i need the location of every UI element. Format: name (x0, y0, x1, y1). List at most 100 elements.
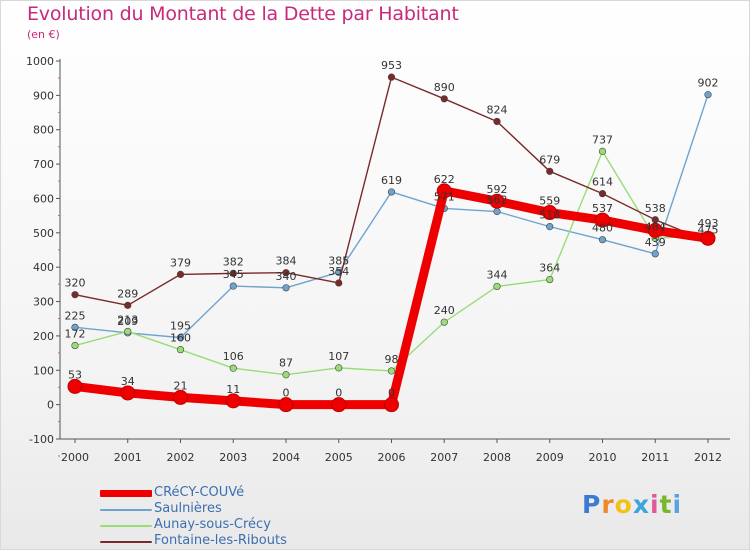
data-label: 382 (223, 255, 244, 268)
data-label: 890 (434, 81, 455, 94)
data-label: 320 (65, 277, 86, 290)
y-tick-label: 900 (33, 89, 54, 102)
data-point (176, 334, 185, 342)
data-point (598, 236, 607, 244)
data-label: 98 (385, 353, 399, 366)
y-tick-label: 400 (33, 261, 54, 274)
data-point (598, 147, 607, 155)
y-tick-label: 500 (33, 227, 54, 240)
data-point (229, 269, 237, 277)
y-tick-label: 0 (47, 399, 54, 412)
data-point (546, 275, 554, 284)
data-point (542, 205, 558, 221)
data-label: 172 (65, 328, 86, 341)
data-label: 480 (592, 222, 613, 235)
data-point (229, 364, 237, 372)
data-point (229, 282, 237, 290)
data-point (173, 389, 188, 405)
data-label: 493 (698, 217, 719, 230)
x-tick-label: 2008 (483, 451, 511, 464)
data-label: 345 (223, 268, 244, 281)
data-label: 384 (276, 255, 297, 268)
data-point (493, 117, 501, 126)
data-label: 344 (487, 268, 508, 281)
brand-logo: Proxiti (582, 490, 683, 519)
data-point (176, 270, 185, 278)
data-label: 11 (226, 383, 240, 396)
data-label: 902 (698, 77, 719, 90)
legend-swatch (100, 490, 152, 497)
data-point (493, 282, 501, 291)
data-point (647, 222, 663, 238)
chart-title: Evolution du Montant de la Dette par Hab… (27, 3, 459, 25)
x-tick-label: 2007 (430, 451, 458, 464)
data-point (331, 397, 347, 413)
chart-subtitle: (en €) (27, 28, 60, 41)
data-point (704, 91, 712, 99)
data-label: 106 (223, 350, 244, 363)
data-label: 679 (539, 153, 560, 166)
data-point (335, 364, 343, 372)
y-tick-label: 1000 (26, 55, 54, 68)
data-label: 195 (170, 320, 191, 333)
data-label: 737 (592, 133, 613, 146)
data-label: 240 (434, 304, 455, 317)
data-label: 571 (434, 190, 455, 203)
series-line-1 (74, 93, 709, 339)
data-label: 53 (68, 368, 82, 381)
data-label: 592 (487, 183, 508, 196)
data-label: 364 (539, 262, 560, 275)
data-point (282, 284, 290, 292)
data-label: 439 (645, 236, 666, 249)
y-tick-label: 700 (33, 158, 54, 171)
data-label: 622 (434, 173, 455, 186)
data-point (387, 367, 396, 375)
data-point (124, 301, 132, 309)
data-point (384, 397, 399, 413)
data-label: 379 (170, 256, 191, 269)
data-point (71, 291, 79, 299)
data-label: 484 (645, 220, 666, 233)
legend-label: Saulnières (154, 501, 222, 516)
legend-swatch (100, 509, 152, 511)
data-point (387, 73, 396, 81)
y-tick-label: 600 (33, 192, 54, 205)
legend-label: CRéCY-COUVé (154, 485, 245, 500)
x-tick-label: 2001 (114, 451, 142, 464)
legend-label: Fontaine-les-Ribouts (154, 533, 287, 548)
data-point (335, 279, 343, 287)
data-point (493, 207, 501, 216)
data-label: 289 (117, 287, 138, 300)
data-label: 213 (117, 313, 138, 326)
data-label: 209 (117, 315, 138, 328)
data-label: 619 (381, 174, 402, 187)
data-point (651, 250, 659, 258)
data-label: 562 (487, 194, 508, 207)
data-label: 160 (170, 332, 191, 345)
data-label: 0 (388, 387, 395, 400)
data-point (700, 230, 716, 246)
data-label: 614 (592, 176, 613, 189)
data-label: 225 (65, 309, 86, 322)
data-point (71, 341, 79, 350)
x-tick-label: 2006 (378, 451, 406, 464)
y-tick-label: -100 (29, 433, 54, 446)
data-point (71, 323, 79, 331)
data-label: 824 (487, 103, 508, 116)
y-tick-label: 300 (33, 296, 54, 309)
data-label: 0 (283, 387, 290, 400)
y-tick-label: 100 (33, 364, 54, 377)
data-point (387, 188, 396, 196)
x-tick-label: 2012 (694, 451, 722, 464)
data-point (440, 318, 448, 326)
x-tick-label: 2004 (272, 451, 300, 464)
data-label: 354 (328, 265, 349, 278)
data-label: 385 (328, 254, 349, 267)
data-point (436, 183, 452, 199)
legend-label: Aunay-sous-Crécy (154, 517, 271, 532)
data-label: 340 (276, 270, 297, 283)
data-point (225, 393, 241, 409)
data-point (546, 167, 554, 175)
x-tick-label: 2002 (167, 451, 195, 464)
